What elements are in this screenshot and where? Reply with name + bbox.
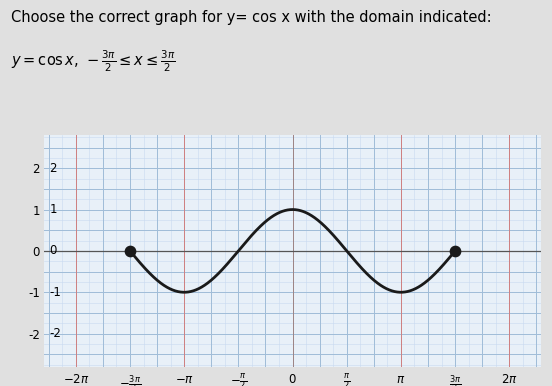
Point [451, 248, 460, 254]
Text: $-\frac{\pi}{2}$: $-\frac{\pi}{2}$ [230, 373, 247, 386]
Text: $\frac{\pi}{2}$: $\frac{\pi}{2}$ [343, 373, 351, 386]
Text: $\frac{3\pi}{2}$: $\frac{3\pi}{2}$ [449, 373, 461, 386]
Text: -1: -1 [49, 286, 61, 299]
Text: $y=\cos x,\,-\frac{3\pi}{2}\leq x\leq\frac{3\pi}{2}$: $y=\cos x,\,-\frac{3\pi}{2}\leq x\leq\fr… [11, 48, 176, 74]
Point [125, 248, 134, 254]
Text: 0: 0 [49, 244, 57, 257]
Text: 2: 2 [49, 162, 57, 175]
Text: $-\pi$: $-\pi$ [174, 373, 194, 386]
Text: $-2\pi$: $-2\pi$ [62, 373, 89, 386]
Text: -2: -2 [49, 327, 61, 340]
Text: $\pi$: $\pi$ [396, 373, 406, 386]
Text: 1: 1 [49, 203, 57, 216]
Text: $-\frac{3\pi}{2}$: $-\frac{3\pi}{2}$ [119, 373, 141, 386]
Text: $0$: $0$ [288, 373, 297, 386]
Text: Choose the correct graph for y= cos x with the domain indicated:: Choose the correct graph for y= cos x wi… [11, 10, 492, 25]
Text: $2\pi$: $2\pi$ [501, 373, 518, 386]
